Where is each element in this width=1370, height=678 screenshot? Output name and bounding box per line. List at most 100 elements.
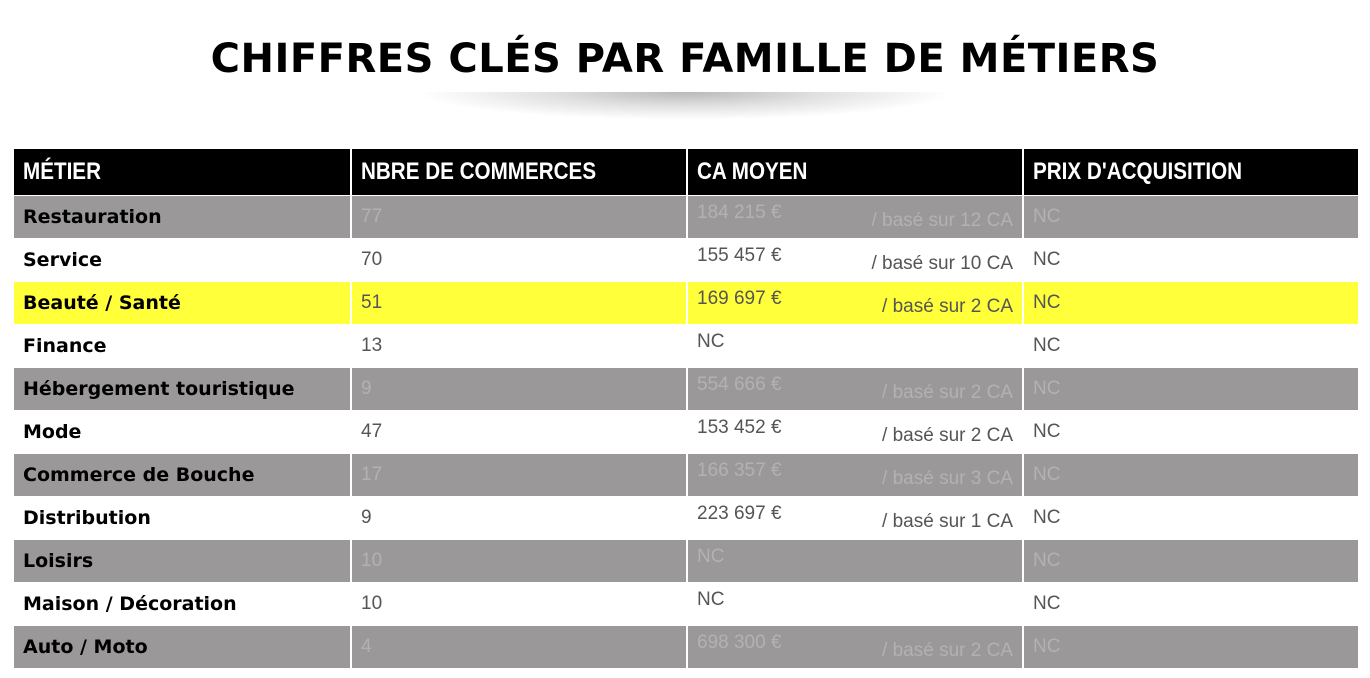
nbre-value: 9	[361, 378, 372, 399]
cell-ca: 554 666 € / basé sur 2 CA	[688, 368, 1024, 410]
table-row: Distribution 9 223 697 € / basé sur 1 CA…	[14, 496, 1358, 539]
metier-label: Beauté / Santé	[23, 292, 181, 314]
table-header: MÉTIER NBRE DE COMMERCES CA MOYEN PRIX D…	[14, 149, 1358, 195]
prix-value: NC	[1033, 335, 1061, 356]
ca-note: / basé sur 1 CA	[882, 511, 1013, 532]
nbre-value: 10	[361, 593, 383, 614]
metier-label: Service	[23, 249, 102, 271]
cell-metier: Finance	[14, 325, 352, 367]
cell-nbre: 51	[352, 282, 688, 324]
metier-label: Maison / Décoration	[23, 593, 237, 615]
cell-nbre: 9	[352, 497, 688, 539]
cell-ca: 169 697 € / basé sur 2 CA	[688, 282, 1024, 324]
metier-label: Auto / Moto	[23, 636, 148, 658]
cell-metier: Auto / Moto	[14, 626, 352, 668]
table-row: Restauration 77 184 215 € / basé sur 12 …	[14, 195, 1358, 238]
nbre-value: 70	[361, 249, 383, 270]
column-header-ca: CA MOYEN	[688, 149, 1024, 195]
ca-value: 166 357 €	[697, 460, 782, 481]
prix-value: NC	[1033, 550, 1061, 571]
cell-nbre: 47	[352, 411, 688, 453]
cell-metier: Mode	[14, 411, 352, 453]
cell-prix: NC	[1024, 368, 1358, 410]
prix-value: NC	[1033, 636, 1061, 657]
cell-ca: 184 215 € / basé sur 12 CA	[688, 196, 1024, 238]
metier-label: Restauration	[23, 206, 162, 228]
cell-metier: Loisirs	[14, 540, 352, 582]
table-row: Auto / Moto 4 698 300 € / basé sur 2 CA …	[14, 625, 1358, 668]
cell-nbre: 13	[352, 325, 688, 367]
table-row: Mode 47 153 452 € / basé sur 2 CA NC	[14, 410, 1358, 453]
cell-metier: Service	[14, 239, 352, 281]
ca-value: NC	[697, 589, 725, 610]
metier-label: Finance	[23, 335, 107, 357]
ca-value: 554 666 €	[697, 374, 782, 395]
cell-prix: NC	[1024, 239, 1358, 281]
ca-note: / basé sur 10 CA	[871, 253, 1013, 274]
cell-nbre: 17	[352, 454, 688, 496]
prix-value: NC	[1033, 421, 1061, 442]
nbre-value: 10	[361, 550, 383, 571]
metier-label: Hébergement touristique	[23, 378, 295, 400]
cell-prix: NC	[1024, 411, 1358, 453]
table-row: Maison / Décoration 10 NC NC	[14, 582, 1358, 625]
ca-value: 155 457 €	[697, 245, 782, 266]
prix-value: NC	[1033, 378, 1061, 399]
prix-value: NC	[1033, 593, 1061, 614]
nbre-value: 51	[361, 292, 383, 313]
cell-prix: NC	[1024, 454, 1358, 496]
cell-prix: NC	[1024, 497, 1358, 539]
column-header-prix: PRIX D'ACQUISITION	[1033, 158, 1243, 185]
ca-note: / basé sur 3 CA	[882, 468, 1013, 489]
ca-value: 153 452 €	[697, 417, 782, 438]
ca-value: 223 697 €	[697, 503, 782, 524]
ca-value: NC	[697, 331, 725, 352]
column-header-metier: MÉTIER	[14, 149, 352, 195]
table-row: Beauté / Santé 51 169 697 € / basé sur 2…	[14, 281, 1358, 324]
cell-prix: NC	[1024, 196, 1358, 238]
nbre-value: 4	[361, 636, 372, 657]
cell-metier: Distribution	[14, 497, 352, 539]
table-row: Loisirs 10 NC NC	[14, 539, 1358, 582]
cell-nbre: 4	[352, 626, 688, 668]
cell-prix: NC	[1024, 540, 1358, 582]
cell-prix: NC	[1024, 583, 1358, 625]
nbre-value: 9	[361, 507, 372, 528]
cell-ca: 223 697 € / basé sur 1 CA	[688, 497, 1024, 539]
cell-ca: 155 457 € / basé sur 10 CA	[688, 239, 1024, 281]
ca-value: NC	[697, 546, 725, 567]
nbre-value: 17	[361, 464, 383, 485]
ca-note: / basé sur 2 CA	[882, 382, 1013, 403]
table-body: Restauration 77 184 215 € / basé sur 12 …	[14, 195, 1358, 668]
cell-prix: NC	[1024, 282, 1358, 324]
table-row: Finance 13 NC NC	[14, 324, 1358, 367]
cell-nbre: 77	[352, 196, 688, 238]
title-shadow	[415, 92, 955, 120]
cell-metier: Hébergement touristique	[14, 368, 352, 410]
prix-value: NC	[1033, 292, 1061, 313]
page-title: CHIFFRES CLÉS PAR FAMILLE DE MÉTIERS	[210, 36, 1160, 82]
metier-label: Commerce de Bouche	[23, 464, 255, 486]
prix-value: NC	[1033, 507, 1061, 528]
prix-value: NC	[1033, 206, 1061, 227]
nbre-value: 47	[361, 421, 383, 442]
cell-ca: NC	[688, 540, 1024, 582]
cell-ca: 166 357 € / basé sur 3 CA	[688, 454, 1024, 496]
table-row: Commerce de Bouche 17 166 357 € / basé s…	[14, 453, 1358, 496]
cell-nbre: 70	[352, 239, 688, 281]
ca-note: / basé sur 12 CA	[871, 210, 1013, 231]
cell-prix: NC	[1024, 325, 1358, 367]
cell-nbre: 9	[352, 368, 688, 410]
metier-label: Loisirs	[23, 550, 94, 572]
ca-value: 169 697 €	[697, 288, 782, 309]
ca-note: / basé sur 2 CA	[882, 296, 1013, 317]
cell-ca: NC	[688, 325, 1024, 367]
table-row: Hébergement touristique 9 554 666 € / ba…	[14, 367, 1358, 410]
cell-metier: Commerce de Bouche	[14, 454, 352, 496]
nbre-value: 77	[361, 206, 383, 227]
table-row: Service 70 155 457 € / basé sur 10 CA NC	[14, 238, 1358, 281]
cell-prix: NC	[1024, 626, 1358, 668]
prix-value: NC	[1033, 249, 1061, 270]
cell-nbre: 10	[352, 540, 688, 582]
metier-label: Mode	[23, 421, 82, 443]
